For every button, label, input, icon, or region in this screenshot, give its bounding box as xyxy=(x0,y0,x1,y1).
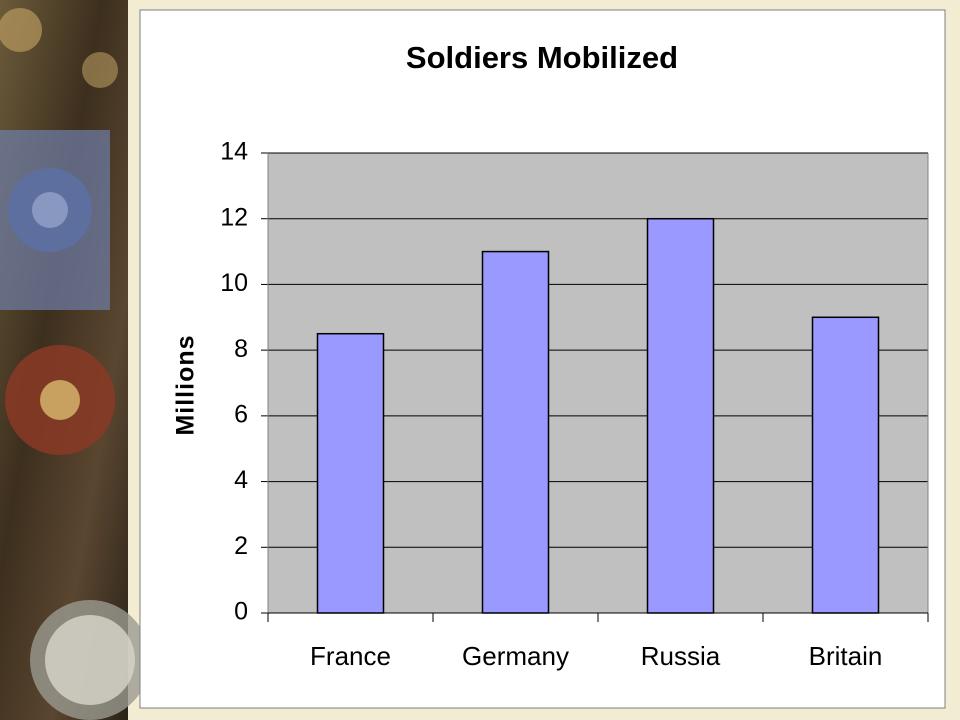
y-axis-label: Millions xyxy=(172,334,200,435)
bar xyxy=(481,250,550,614)
decorative-photo xyxy=(0,0,150,720)
bar xyxy=(316,332,385,614)
y-tick-label: 0 xyxy=(234,598,248,626)
y-tick-label: 2 xyxy=(234,532,248,560)
x-tick-label: France xyxy=(310,641,391,671)
x-tick-label: Russia xyxy=(641,641,721,671)
y-tick-label: 12 xyxy=(220,203,248,231)
y-tick-label: 14 xyxy=(220,138,248,166)
y-tick-label: 6 xyxy=(234,400,248,428)
bar xyxy=(646,217,715,614)
bar xyxy=(811,316,880,614)
x-tick-label: Germany xyxy=(462,641,569,671)
chart-title: Soldiers Mobilized xyxy=(406,40,678,75)
y-tick-label: 10 xyxy=(220,269,248,297)
y-tick-label: 4 xyxy=(234,466,248,494)
y-tick-label: 8 xyxy=(234,335,248,363)
x-tick-label: Britain xyxy=(809,641,883,671)
